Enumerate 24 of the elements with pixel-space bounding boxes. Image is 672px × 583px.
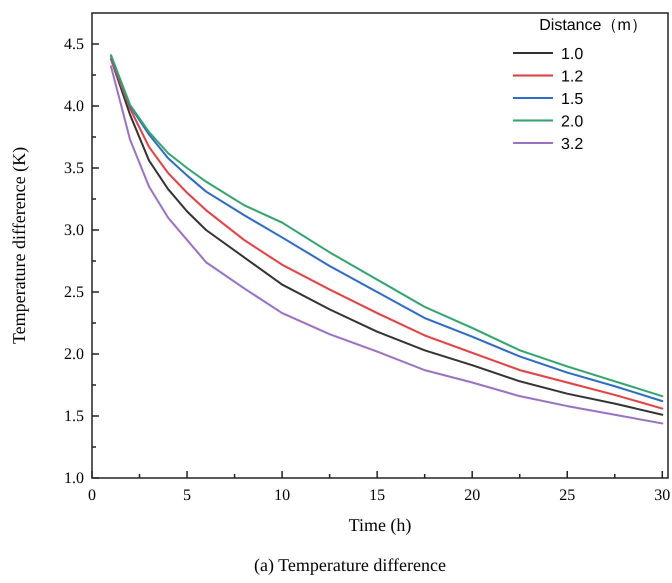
legend-label: 1.5	[561, 91, 584, 108]
legend-label: 1.2	[561, 68, 584, 86]
y-tick-label: 4.0	[64, 98, 84, 115]
x-axis-title: Time (h)	[348, 515, 412, 535]
x-tick-label: 0	[88, 487, 96, 504]
legend-label: 3.2	[561, 136, 584, 153]
x-tick-label: 15	[369, 487, 386, 504]
x-tick-label: 25	[559, 487, 576, 504]
x-tick-label: 5	[183, 487, 192, 504]
legend-label: 2.0	[561, 114, 584, 130]
legend-label: 1.0	[561, 46, 584, 63]
y-tick-label: 1.5	[64, 408, 84, 425]
legend-title: Distance（m）	[539, 17, 647, 34]
x-tick-label: 30	[654, 487, 670, 504]
y-axis-title: Temperature difference (K)	[9, 146, 29, 344]
x-tick-label: 20	[464, 487, 480, 504]
text: (a) Temperature difference	[254, 555, 446, 575]
x-tick-label: 10	[274, 487, 290, 504]
y-tick-label: 3.5	[64, 160, 84, 177]
y-tick-label: 1.0	[64, 470, 84, 487]
y-tick-label: 3.0	[64, 222, 84, 239]
y-tick-label: 4.5	[64, 36, 84, 53]
y-tick-label: 2.5	[64, 284, 84, 301]
y-tick-label: 2.0	[64, 346, 84, 363]
